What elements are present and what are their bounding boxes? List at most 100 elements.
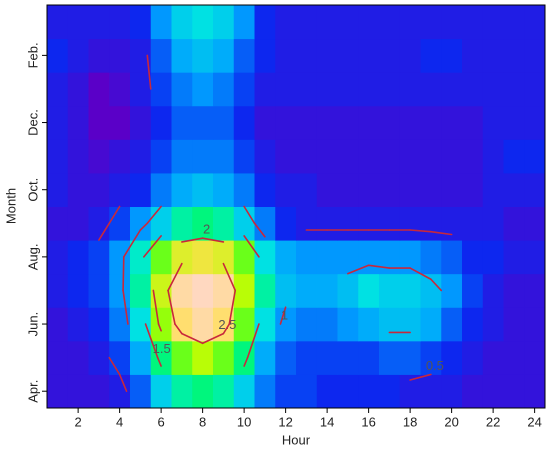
contour-line (122, 256, 125, 292)
heat-cell (150, 307, 172, 342)
heat-cell (254, 172, 276, 207)
heat-cell (399, 5, 421, 40)
heat-cell (67, 240, 89, 275)
heat-cell (88, 340, 110, 375)
heat-cell (441, 72, 463, 107)
heat-cell (379, 5, 401, 40)
heat-cell (482, 172, 504, 207)
heat-cell (462, 72, 484, 107)
heat-cell (130, 172, 152, 207)
heat-cell (503, 307, 525, 342)
heat-cell (275, 206, 297, 241)
heat-cell (109, 139, 131, 174)
heat-cell (47, 105, 69, 140)
y-tick-label: Aug. (25, 244, 40, 271)
heat-cell (67, 5, 89, 40)
heat-cell (213, 139, 235, 174)
heat-cell (130, 307, 152, 342)
heat-cell (379, 340, 401, 375)
contour-line (409, 373, 432, 381)
heat-cell (420, 340, 442, 375)
heat-cell (441, 139, 463, 174)
heat-cell (358, 273, 380, 308)
contour-line (347, 264, 370, 275)
x-tick-label: 14 (320, 414, 334, 429)
heat-cell (503, 172, 525, 207)
heat-cell (524, 105, 546, 140)
heat-cell (296, 340, 318, 375)
heat-cell (358, 340, 380, 375)
heat-cell (213, 240, 235, 275)
heat-cell (524, 374, 546, 409)
heat-cell (441, 273, 463, 308)
heat-cell (337, 38, 359, 73)
heat-cell (213, 38, 235, 73)
heat-cell (150, 105, 172, 140)
heat-cell (462, 206, 484, 241)
heat-cell (462, 5, 484, 40)
heat-cell (524, 38, 546, 73)
heat-cell (358, 38, 380, 73)
heat-cell (358, 72, 380, 107)
heat-cell (503, 38, 525, 73)
heat-cell (296, 206, 318, 241)
heat-cell (109, 374, 131, 409)
heat-cell (88, 374, 110, 409)
heat-cell (275, 374, 297, 409)
heat-cell (482, 240, 504, 275)
heat-cell (379, 374, 401, 409)
heat-cell (47, 38, 69, 73)
heat-cell (399, 105, 421, 140)
heat-cell (88, 105, 110, 140)
x-tick-label: 2 (75, 414, 82, 429)
heat-cell (296, 105, 318, 140)
heat-cell (420, 38, 442, 73)
heat-cell (213, 72, 235, 107)
heat-cell (441, 240, 463, 275)
heat-cell (337, 307, 359, 342)
heat-cell (337, 5, 359, 40)
y-tick-label: Dec. (25, 109, 40, 136)
heat-cell (358, 5, 380, 40)
heat-cell (213, 340, 235, 375)
heat-cell (296, 72, 318, 107)
heat-cell (109, 307, 131, 342)
heat-cell (67, 273, 89, 308)
heat-cell (67, 105, 89, 140)
heat-cell (47, 5, 69, 40)
contour-line (243, 235, 260, 258)
x-tick-label: 18 (403, 414, 417, 429)
contour-line (122, 289, 129, 325)
heat-cell (47, 139, 69, 174)
heat-cell (192, 139, 214, 174)
heat-cell (296, 5, 318, 40)
heat-cell (171, 38, 193, 73)
contour-line (174, 323, 183, 335)
heat-cell (171, 340, 193, 375)
x-tick-label: 4 (116, 414, 123, 429)
heat-cell (88, 240, 110, 275)
heat-cell (441, 5, 463, 40)
heat-cell (358, 374, 380, 409)
heat-cell (213, 206, 235, 241)
heat-cell (88, 139, 110, 174)
contour-line (279, 306, 287, 325)
x-tick-label: 10 (237, 414, 251, 429)
heat-cell (503, 5, 525, 40)
heat-cell (399, 374, 421, 409)
contour-line (146, 54, 152, 90)
heat-cell (524, 340, 546, 375)
contour-line (108, 205, 121, 225)
heat-cell (399, 139, 421, 174)
heat-cell (254, 206, 276, 241)
heat-cell (109, 38, 131, 73)
heat-cell (150, 240, 172, 275)
heat-cell (379, 72, 401, 107)
heat-cell (192, 273, 214, 308)
heat-cell (337, 206, 359, 241)
heat-cell (482, 5, 504, 40)
heat-cell (150, 374, 172, 409)
contour-line (253, 222, 266, 238)
heat-cell (441, 105, 463, 140)
heat-cell (420, 139, 442, 174)
